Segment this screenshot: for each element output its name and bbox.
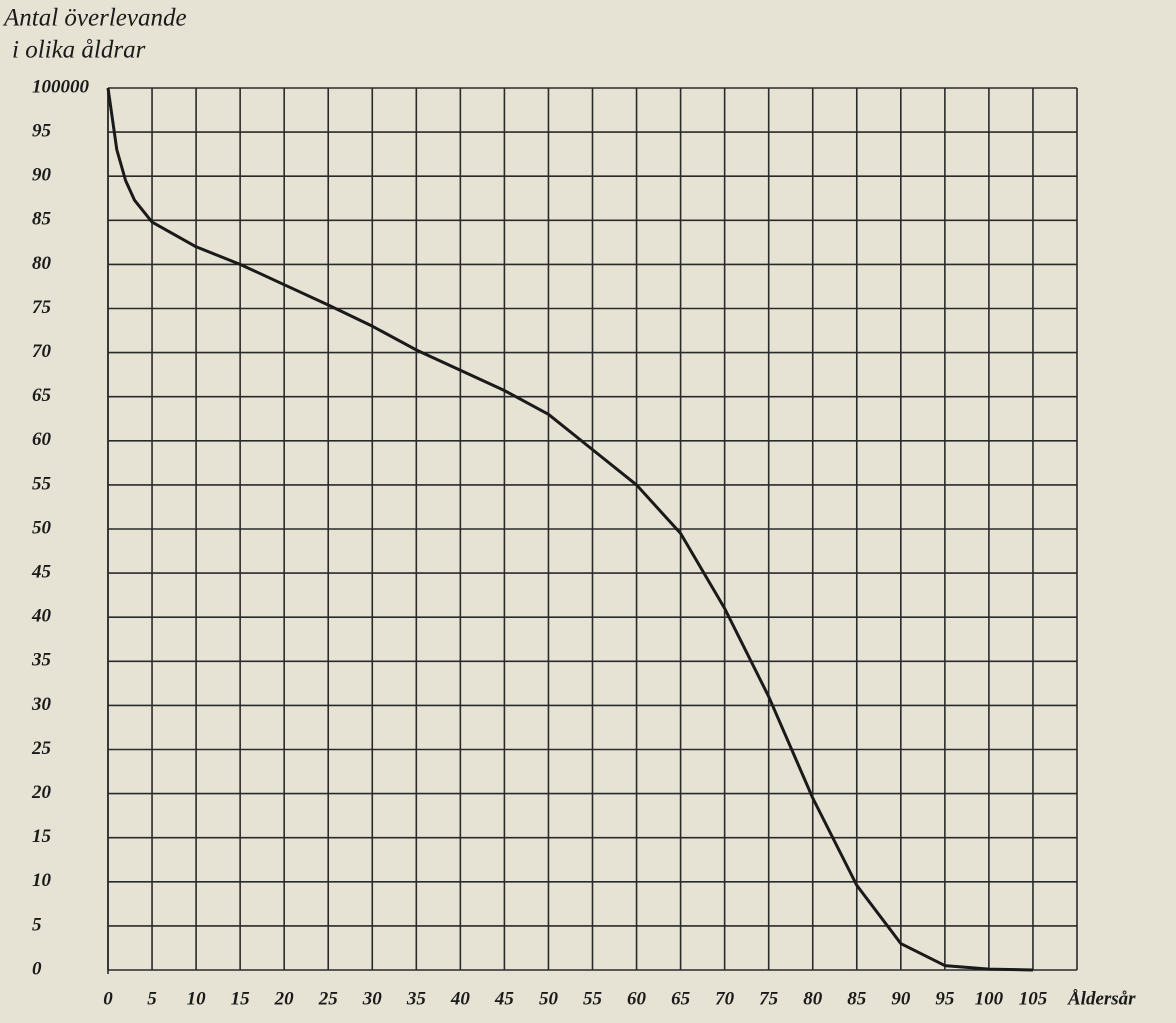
y-tick-label: 95: [32, 120, 52, 141]
y-tick-label: 50: [32, 517, 52, 538]
y-tick-label: 5: [32, 914, 42, 935]
y-tick-label: 0: [32, 958, 42, 979]
x-tick-label: 20: [274, 988, 295, 1009]
y-tick-label: 40: [31, 606, 52, 627]
x-tick-label: 70: [715, 988, 735, 1009]
x-axis-label: Åldersår: [1067, 988, 1136, 1009]
y-tick-label: 90: [32, 165, 52, 186]
x-tick-label: 5: [147, 988, 157, 1009]
x-tick-label: 80: [803, 988, 823, 1009]
x-tick-label: 0: [103, 988, 113, 1009]
y-tick-label: 30: [31, 694, 52, 715]
x-tick-label: 95: [935, 988, 955, 1009]
y-tick-label: 60: [32, 429, 52, 450]
y-tick-label: 65: [32, 385, 52, 406]
x-tick-label: 85: [847, 988, 867, 1009]
x-tick-label: 105: [1019, 988, 1048, 1009]
x-tick-label: 60: [627, 988, 647, 1009]
y-tick-label: 20: [31, 782, 52, 803]
x-tick-label: 90: [891, 988, 911, 1009]
x-tick-label: 50: [539, 988, 559, 1009]
x-tick-label: 15: [231, 988, 251, 1009]
x-tick-label: 25: [318, 988, 339, 1009]
x-tick-label: 10: [187, 988, 207, 1009]
x-tick-label: 75: [759, 988, 779, 1009]
y-tick-label: 55: [32, 473, 52, 494]
y-tick-label: 35: [31, 650, 52, 671]
x-tick-label: 100: [975, 988, 1004, 1009]
y-tick-label: 45: [31, 561, 52, 582]
y-tick-label: 25: [31, 738, 52, 759]
y-tick-label: 80: [32, 253, 52, 274]
chart-title: Antal överlevande: [2, 5, 187, 32]
y-tick-label: 100000: [32, 76, 90, 97]
y-tick-label: 75: [32, 297, 52, 318]
x-tick-label: 55: [583, 988, 603, 1009]
chart-title: i olika åldrar: [12, 37, 146, 64]
x-tick-label: 45: [494, 988, 515, 1009]
x-tick-label: 30: [362, 988, 383, 1009]
x-tick-label: 35: [406, 988, 427, 1009]
x-tick-label: 40: [450, 988, 471, 1009]
y-tick-label: 15: [32, 826, 52, 847]
y-tick-label: 85: [32, 209, 52, 230]
survival-line: [106, 87, 1033, 972]
x-tick-label: 65: [671, 988, 691, 1009]
y-tick-label: 10: [32, 870, 52, 891]
y-tick-label: 70: [32, 341, 52, 362]
